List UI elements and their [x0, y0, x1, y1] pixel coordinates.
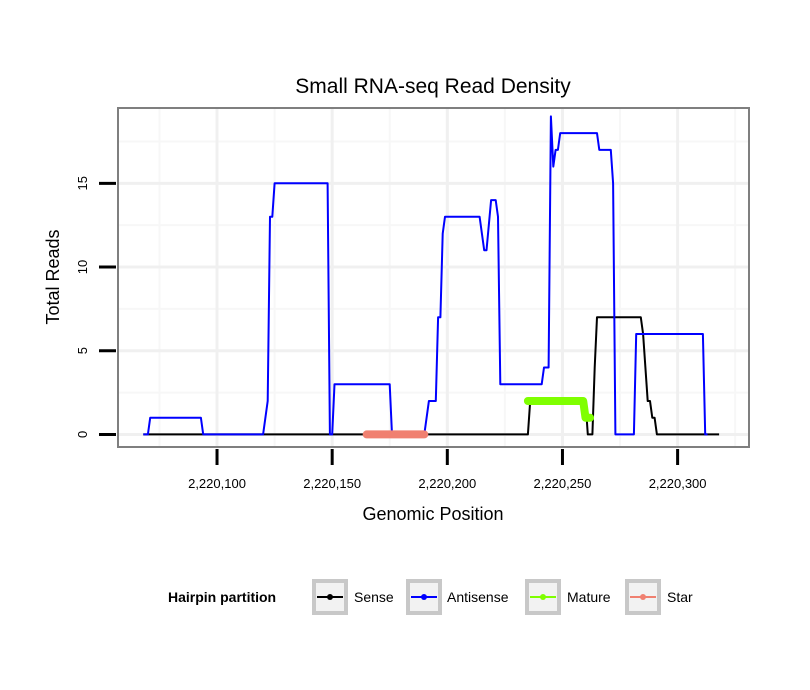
x-tick-label: 2,220,100: [188, 476, 246, 491]
y-axis-title: Total Reads: [43, 229, 63, 324]
x-tick-label: 2,220,200: [418, 476, 476, 491]
legend-point-antisense: [421, 594, 427, 600]
series-line-mature: [523, 397, 595, 422]
plot-border: [117, 107, 750, 448]
plot-panel: [118, 108, 749, 447]
legend: Hairpin partition Sense Antisense Mature St…: [168, 579, 693, 615]
x-tick-label: 2,220,150: [303, 476, 361, 491]
series-layer: [143, 115, 720, 439]
x-tick-label: 2,220,250: [534, 476, 592, 491]
grid-minor: [118, 108, 749, 447]
grid-major: [118, 108, 749, 447]
legend-title: Hairpin partition: [168, 589, 276, 605]
x-tick-label: 2,220,300: [649, 476, 707, 491]
y-tick-label: 0: [75, 431, 90, 438]
chart-title: Small RNA-seq Read Density: [295, 75, 571, 98]
y-tick-label: 5: [75, 347, 90, 354]
legend-point-mature: [540, 594, 546, 600]
y-tick-label: 10: [75, 260, 90, 274]
series-line-antisense: [143, 115, 708, 436]
legend-point-sense: [327, 594, 333, 600]
legend-label-sense: Sense: [354, 589, 394, 605]
legend-label-mature: Mature: [567, 589, 611, 605]
legend-label-star: Star: [667, 589, 693, 605]
x-axis-title: Genomic Position: [362, 504, 503, 524]
y-tick-label: 15: [75, 176, 90, 190]
x-axis: 2,220,100 2,220,150 2,220,200 2,220,250 2,22…: [188, 449, 707, 491]
y-axis: 0 5 10 15: [75, 176, 116, 438]
legend-label-antisense: Antisense: [447, 589, 509, 605]
legend-point-star: [640, 594, 646, 600]
